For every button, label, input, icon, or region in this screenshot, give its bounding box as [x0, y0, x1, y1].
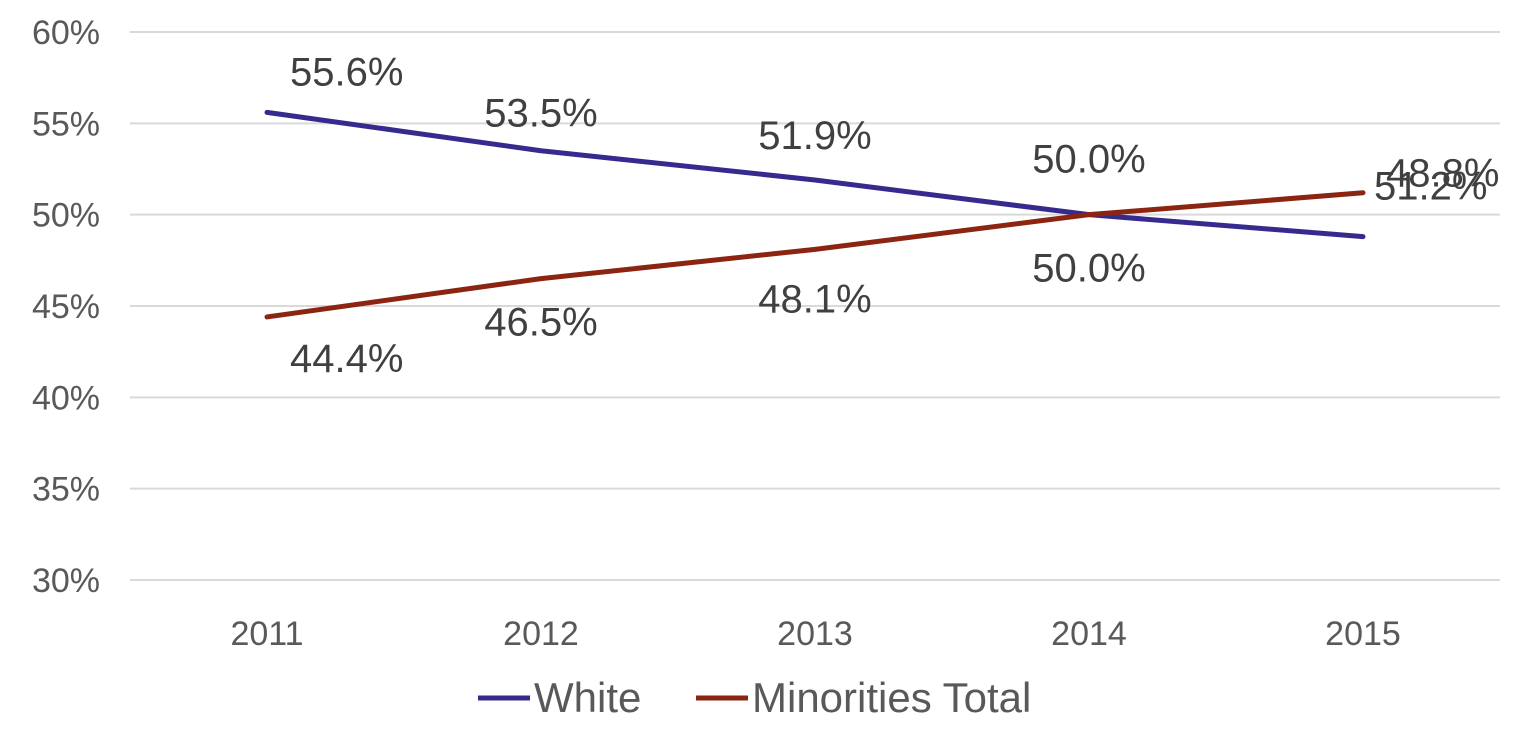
y-tick-label: 55% — [32, 105, 100, 143]
series-line-white — [264, 109, 1366, 240]
y-axis: 30% 35% 40% 45% 50% 55% 60% — [32, 14, 100, 600]
data-labels: 55.6% 53.5% 51.9% 50.0% 48.8% 44.4% 46.5% 48.1%… — [290, 50, 1499, 381]
data-label: 55.6% — [290, 50, 403, 94]
data-label: 51.9% — [758, 114, 871, 158]
x-axis: 2011 2012 2013 2014 2015 — [230, 615, 1400, 653]
y-tick-label: 30% — [32, 562, 100, 600]
x-tick-label: 2014 — [1051, 615, 1127, 653]
data-label: 50.0% — [1032, 247, 1145, 291]
data-label: 53.5% — [484, 92, 597, 136]
y-tick-label: 35% — [32, 471, 100, 509]
legend: White Minorities Total — [478, 674, 1031, 721]
series-line-minorities-total — [264, 190, 1366, 320]
data-label: 48.8% — [1386, 152, 1499, 196]
data-label: 51.2% — [1374, 165, 1487, 209]
x-tick-label: 2015 — [1325, 615, 1401, 653]
series-lines — [264, 109, 1366, 320]
y-tick-label: 60% — [32, 14, 100, 52]
y-tick-label: 50% — [32, 197, 100, 235]
data-label: 50.0% — [1032, 138, 1145, 182]
x-tick-label: 2013 — [777, 615, 853, 653]
data-label: 44.4% — [290, 337, 403, 381]
y-tick-label: 40% — [32, 379, 100, 417]
x-tick-label: 2012 — [503, 615, 579, 653]
legend-label: White — [534, 674, 641, 721]
y-tick-label: 45% — [32, 288, 100, 326]
legend-label: Minorities Total — [752, 674, 1031, 721]
x-tick-label: 2011 — [230, 615, 303, 653]
data-label: 46.5% — [484, 301, 597, 345]
data-label: 48.1% — [758, 277, 871, 321]
